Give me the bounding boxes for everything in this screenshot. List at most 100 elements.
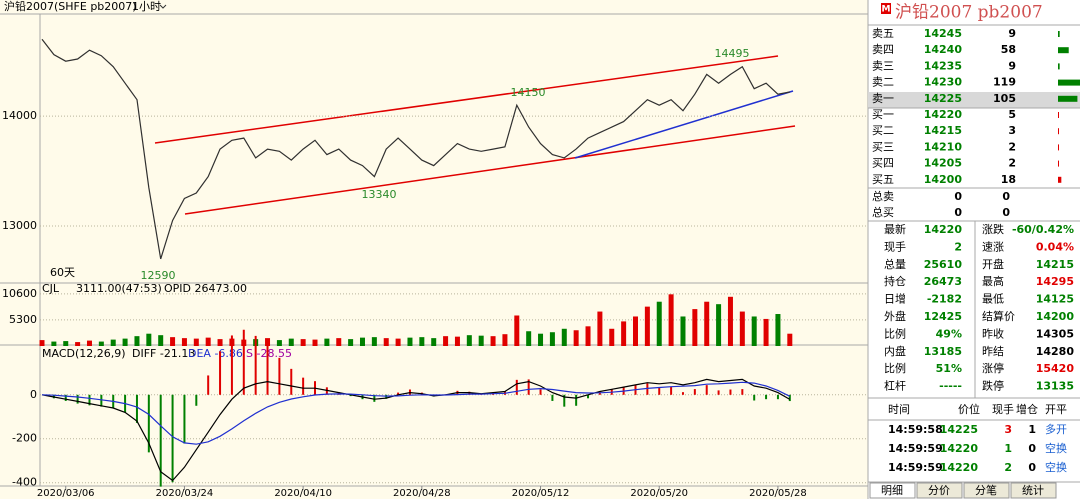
trade-header: 现手: [992, 402, 1014, 416]
annotation: 14150: [511, 86, 546, 99]
volume-bar: [727, 296, 733, 346]
volume-bar: [775, 314, 781, 346]
book-bar: [1058, 144, 1059, 151]
tab-label[interactable]: 分笔: [975, 483, 997, 497]
volume-bar: [276, 340, 282, 346]
trade-cell: 14225: [940, 423, 978, 436]
book-bar: [1058, 112, 1059, 118]
dropdown-icon[interactable]: [159, 4, 167, 9]
volume-bar: [490, 336, 496, 346]
book-bar: [1058, 47, 1069, 54]
book-bar: [1058, 176, 1062, 183]
stat-label: 总量: [884, 257, 906, 271]
book-volume: 2: [1008, 157, 1016, 170]
stat-value: -2182: [927, 293, 962, 306]
book-label: 卖二: [872, 76, 894, 89]
x-tick-label: 2020/05/12: [512, 488, 570, 499]
volume-bar: [680, 316, 686, 346]
book-price: 14240: [924, 43, 963, 56]
volume-bar: [75, 342, 81, 346]
tab[interactable]: [916, 482, 963, 499]
book-bar: [1058, 128, 1059, 135]
book-volume: 105: [993, 92, 1016, 105]
book-bar: [1058, 63, 1060, 70]
stat-value: 25610: [924, 258, 963, 271]
volume-bar: [134, 336, 140, 346]
badge-text: M: [882, 5, 891, 15]
book-label: 卖五: [872, 27, 894, 40]
tab[interactable]: [1010, 482, 1057, 499]
x-tick-label: 2020/04/28: [393, 488, 451, 499]
stat-value: 14125: [1036, 293, 1074, 306]
trade-header: 增仓: [1016, 402, 1038, 416]
volume-bar: [644, 306, 650, 346]
quote-panel: M 沪铅2007 pb2007 卖五 14245 9 卖四 14240 58 卖三 14235…: [868, 3, 1080, 499]
book-price: 14235: [924, 59, 962, 72]
tab-label[interactable]: 明细: [881, 484, 903, 497]
book-label: 买三: [872, 140, 894, 153]
volume-bar: [454, 336, 460, 346]
stat-label: 最低: [982, 293, 1004, 306]
stat-label: 结算价: [982, 309, 1015, 323]
stat-label: 内盘: [884, 344, 906, 358]
tab-label[interactable]: 分价: [928, 484, 950, 497]
book-price: 14225: [924, 92, 962, 105]
volume-bar: [716, 304, 722, 346]
total-a: 0: [954, 190, 962, 203]
volume-bar: [609, 328, 615, 346]
book-label: 买五: [872, 173, 894, 186]
panel-title: 沪铅2007 pb2007: [895, 3, 1043, 23]
period[interactable]: 1小时: [132, 0, 161, 13]
stat-label: 最新: [884, 222, 906, 236]
stat-value: 12425: [924, 310, 962, 323]
stat-label: 比例: [884, 326, 906, 340]
stat-value: 49%: [936, 327, 962, 340]
volume-readout: OPID 26473.00: [164, 282, 247, 295]
volume-bar: [466, 335, 472, 346]
volume-bar: [787, 333, 793, 346]
stat-label: 涨停: [982, 361, 1004, 375]
stat-value: 51%: [936, 362, 962, 375]
trade-cell: 空换: [1045, 441, 1067, 455]
tab[interactable]: [869, 482, 916, 499]
macd-line: [41, 378, 791, 482]
trade-cell: 1: [1028, 423, 1036, 436]
x-tick-label: 2020/05/20: [630, 488, 688, 499]
volume-bar: [407, 337, 413, 346]
book-volume: 58: [1001, 43, 1016, 56]
book-price: 14200: [924, 173, 963, 186]
book-price: 14215: [924, 124, 962, 137]
trade-cell: 14:59:59: [888, 442, 943, 455]
stat-label: 比例: [884, 361, 906, 375]
trade-cell: 14:59:59: [888, 461, 943, 474]
tab[interactable]: [963, 482, 1010, 499]
book-bar: [1058, 95, 1078, 102]
volume-bar: [573, 330, 579, 346]
book-volume: 9: [1008, 59, 1016, 72]
x-tick-label: 2020/05/28: [749, 488, 807, 499]
trend-line: [574, 90, 794, 159]
volume-bar: [300, 339, 306, 346]
volume-bar: [597, 311, 603, 346]
volume-bar: [265, 338, 271, 346]
macd-label: MACD(12,26,9): [42, 347, 126, 360]
volume-bar: [158, 335, 164, 346]
annotation: 14495: [715, 47, 750, 60]
chart-bg: [0, 0, 868, 499]
stat-value: 13185: [924, 345, 962, 358]
book-label: 买一: [872, 108, 894, 121]
total-label: 总卖: [872, 189, 894, 203]
volume-bar: [419, 337, 425, 346]
volume-bar: [86, 340, 92, 346]
tab-label[interactable]: 统计: [1022, 484, 1044, 497]
book-price: 14210: [924, 140, 963, 153]
volume-bar: [704, 301, 710, 346]
book-volume: 2: [1008, 140, 1016, 153]
volume-bar: [526, 331, 532, 346]
trade-cell: 空换: [1045, 460, 1067, 474]
volume-bar: [692, 309, 698, 346]
macd-readout: DIFF -21.13: [132, 347, 195, 360]
book-volume: 119: [993, 76, 1016, 89]
x-tick-label: 2020/03/24: [156, 488, 214, 499]
